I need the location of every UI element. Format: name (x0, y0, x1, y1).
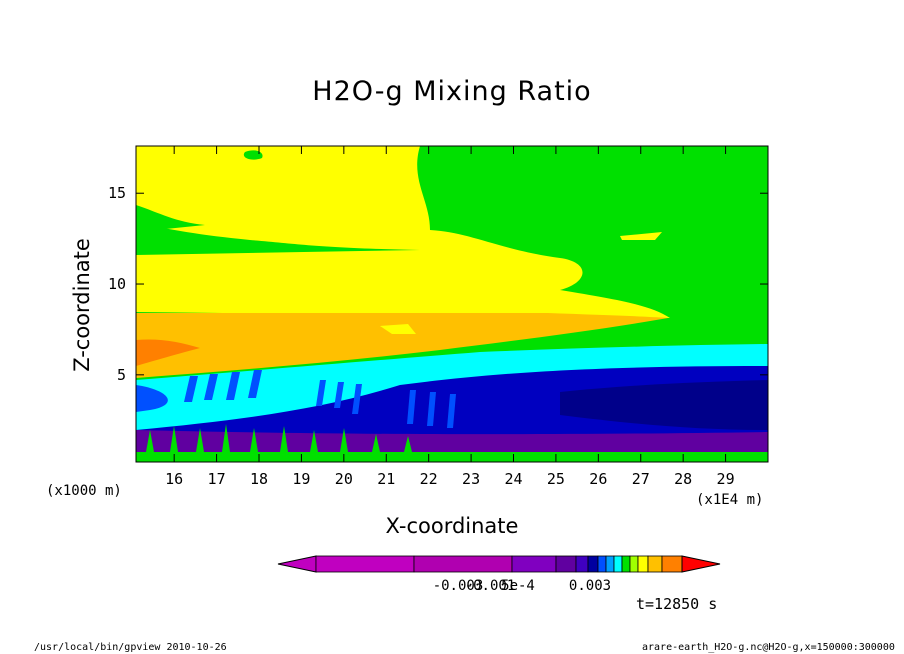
colorbar-swatch (413, 555, 513, 573)
x-tick-label: 28 (674, 470, 692, 488)
colorbar-swatch (629, 555, 639, 573)
plot-frame (135, 145, 769, 463)
colorbar-swatch (605, 555, 615, 573)
y-tick-label: 5 (117, 366, 126, 384)
field-green-strip (136, 222, 420, 255)
x-tick-label: 20 (335, 470, 353, 488)
colorbar-swatch (315, 555, 415, 573)
x-tick-label: 29 (717, 470, 735, 488)
time-label: t=12850 s (636, 595, 718, 613)
chart-title: H2O-g Mixing Ratio (312, 76, 592, 107)
colorbar-swatch (613, 555, 623, 573)
y-tick-label: 10 (108, 275, 126, 293)
field-yellow-patch (620, 232, 662, 240)
y-axis: 5 10 15 (108, 184, 768, 384)
colorbar-swatch (587, 555, 599, 573)
field-dark-orange (136, 339, 200, 366)
x-tick-label: 24 (504, 470, 522, 488)
x-tick-label: 19 (292, 470, 310, 488)
y-unit-label: (x1000 m) (46, 483, 122, 499)
colorbar-swatch (661, 555, 683, 573)
footer-left: /usr/local/bin/gpview 2010-10-26 (34, 642, 227, 653)
x-tick-label: 16 (165, 470, 183, 488)
footer-right: arare-earth_H2O-g.nc@H2O-g,x=150000:3000… (642, 642, 895, 653)
colorbar-label: 0.003 (569, 578, 611, 594)
field-yellow (136, 146, 670, 318)
x-axis-label: X-coordinate (385, 514, 519, 538)
colorbar-swatch (555, 555, 577, 573)
field-yellow-patch-2 (380, 324, 416, 334)
x-tick-label: 23 (462, 470, 480, 488)
x-tick-label: 25 (547, 470, 565, 488)
colorbar-max-triangle (681, 555, 721, 573)
x-tick-label: 17 (208, 470, 226, 488)
colorbar-label: 5e-4 (501, 578, 535, 594)
x-axis: 16 17 18 19 20 21 22 23 24 25 26 27 28 29 (165, 146, 735, 488)
field-spikes (146, 424, 412, 452)
field-purple (136, 430, 768, 452)
x-tick-label: 22 (420, 470, 438, 488)
x-tick-label: 27 (632, 470, 650, 488)
colorbar-min-triangle (277, 555, 317, 573)
colorbar-swatch (511, 555, 557, 573)
field-green-patch (243, 150, 263, 160)
field-surface (136, 452, 768, 462)
field-blue-2 (136, 385, 168, 412)
colorbar-label: -0.001 (465, 578, 516, 594)
colorbar-label: -0.003 (433, 578, 484, 594)
colorbar-swatch (637, 555, 649, 573)
x-unit-label: (x1E4 m) (696, 492, 764, 508)
field-navy (560, 380, 768, 430)
y-tick-label: 15 (108, 184, 126, 202)
field-orange (136, 313, 668, 378)
x-tick-label: 21 (377, 470, 395, 488)
colorbar-swatch (647, 555, 663, 573)
colorbar-swatch (621, 555, 631, 573)
colorbar-swatch (597, 555, 607, 573)
colorbar-swatch (575, 555, 589, 573)
x-tick-label: 26 (589, 470, 607, 488)
x-tick-label: 18 (250, 470, 268, 488)
contour-fields (136, 146, 768, 462)
field-green-strip-2 (136, 205, 205, 232)
field-waves (184, 370, 456, 428)
